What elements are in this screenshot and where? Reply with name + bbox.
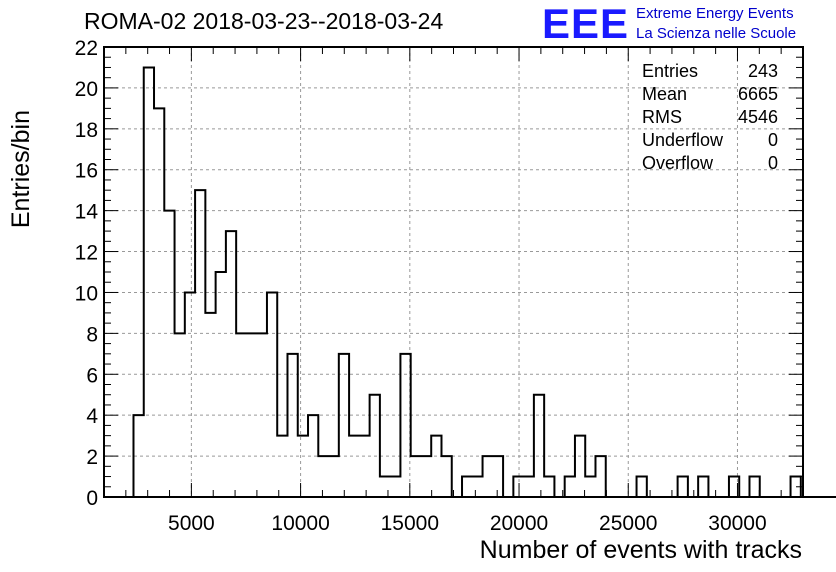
histogram-bin xyxy=(637,477,647,497)
histogram-bin xyxy=(380,477,390,497)
histogram-bin xyxy=(226,231,236,497)
stats-value: 4546 xyxy=(738,107,778,127)
histogram-bin xyxy=(441,456,451,497)
histogram-bin xyxy=(195,190,205,497)
x-tick-label: 30000 xyxy=(708,512,766,535)
x-axis-label: Number of events with tracks xyxy=(479,536,802,564)
histogram-bin xyxy=(339,354,349,497)
histogram-bin xyxy=(277,436,287,497)
histogram-bin xyxy=(698,477,708,497)
y-tick-label: 14 xyxy=(75,201,99,224)
x-tick-label: 10000 xyxy=(271,512,329,535)
histogram-bin xyxy=(359,436,369,497)
y-tick-label: 6 xyxy=(86,364,98,387)
stats-label: RMS xyxy=(642,107,682,127)
histogram-bin xyxy=(257,333,267,497)
histogram-bin xyxy=(411,456,421,497)
stats-label: Underflow xyxy=(642,130,724,150)
logo-tagline-2: La Scienza nelle Scuole xyxy=(636,25,797,42)
histogram-bin xyxy=(595,456,605,497)
histogram-bin xyxy=(144,67,154,497)
axis-ticks: 5000 10000 15000 20000 25000 30000 0 2 4 6 8 10 12 14… xyxy=(75,37,804,535)
grid-lines xyxy=(104,47,803,497)
y-tick-label: 10 xyxy=(75,282,98,305)
histogram-bin xyxy=(483,456,493,497)
stats-label: Overflow xyxy=(642,153,714,173)
histogram-bin xyxy=(513,477,523,497)
histogram-series xyxy=(123,66,836,498)
histogram-bin xyxy=(154,108,164,497)
histogram-bin xyxy=(164,211,174,497)
stats-value: 0 xyxy=(768,130,778,150)
y-axis-label: Entries/bin xyxy=(7,110,35,229)
x-tick-label: 5000 xyxy=(168,512,215,535)
histogram-bin xyxy=(236,333,246,497)
histogram-bin xyxy=(524,477,534,497)
histogram-bin xyxy=(678,477,688,497)
histogram-bin xyxy=(431,436,441,497)
y-tick-label: 20 xyxy=(75,78,98,101)
histogram-bin xyxy=(133,415,143,497)
histogram-bin xyxy=(205,313,215,497)
histogram-outline xyxy=(123,66,836,498)
stats-label: Mean xyxy=(642,84,687,104)
histogram-bin xyxy=(370,395,380,497)
y-tick-label: 2 xyxy=(86,446,98,469)
histogram-bin xyxy=(534,395,544,497)
x-tick-label: 20000 xyxy=(490,512,548,535)
histogram-bin xyxy=(749,477,759,497)
y-tick-label: 22 xyxy=(75,37,98,60)
y-tick-label: 0 xyxy=(86,487,98,510)
y-tick-label: 4 xyxy=(86,405,98,428)
histogram-bin xyxy=(472,477,482,497)
histogram-bin xyxy=(318,456,328,497)
chart-title: ROMA-02 2018-03-23--2018-03-24 xyxy=(84,8,444,34)
logo-tagline-1: Extreme Energy Events xyxy=(636,5,794,22)
logo-mark: EEE xyxy=(542,0,630,47)
histogram-bin xyxy=(421,456,431,497)
histogram-bin xyxy=(267,292,277,497)
stats-value: 6665 xyxy=(738,84,778,104)
histogram-bin xyxy=(575,436,585,497)
histogram-bin xyxy=(185,292,195,497)
histogram-bin xyxy=(400,354,410,497)
x-tick-label: 15000 xyxy=(381,512,439,535)
y-tick-label: 12 xyxy=(75,242,98,265)
y-tick-label: 8 xyxy=(86,323,98,346)
histogram-bin xyxy=(349,436,359,497)
histogram-bin xyxy=(175,333,185,497)
histogram-bin xyxy=(216,272,226,497)
histogram-bin xyxy=(493,456,503,497)
histogram-bin xyxy=(544,477,554,497)
stats-box: Entries 243 Mean 6665 RMS 4546 Underflow 0 Overf… xyxy=(642,61,778,173)
histogram-bin xyxy=(390,477,400,497)
stats-label: Entries xyxy=(642,61,698,81)
histogram-bin xyxy=(585,477,595,497)
y-tick-label: 18 xyxy=(75,119,98,142)
y-tick-label: 16 xyxy=(75,160,98,183)
stats-value: 0 xyxy=(768,153,778,173)
x-tick-label: 25000 xyxy=(599,512,657,535)
stats-value: 243 xyxy=(748,61,778,81)
histogram-bin xyxy=(462,477,472,497)
histogram-bin xyxy=(246,333,256,497)
histogram-bin xyxy=(329,456,339,497)
histogram-bin xyxy=(565,477,575,497)
histogram-bin xyxy=(308,415,318,497)
histogram-bin xyxy=(287,354,297,497)
histogram-bin xyxy=(298,436,308,497)
